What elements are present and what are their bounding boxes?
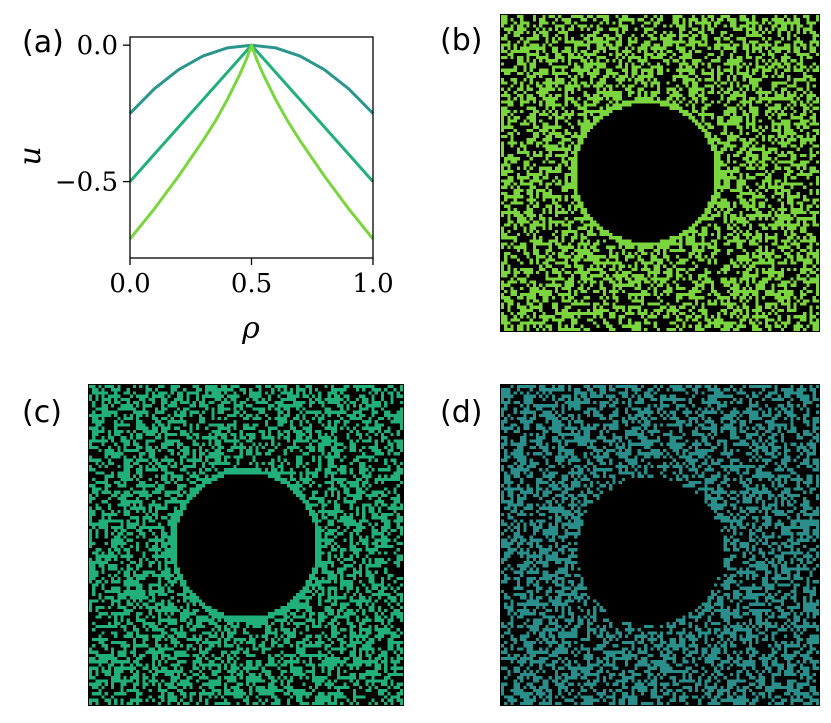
chart-a-xlabel: ρ <box>241 311 260 346</box>
chart-a-xtick-label: 0.0 <box>109 269 150 299</box>
lattice-panel-d <box>500 384 820 706</box>
panel-label-c: (c) <box>22 395 62 430</box>
lattice-panel-b <box>500 14 820 332</box>
chart-a-series-line-3 <box>128 43 375 240</box>
panel-label-a: (a) <box>22 25 64 60</box>
chart-a-frame <box>129 36 374 259</box>
chart-a-ytick-label: −0.5 <box>55 168 118 198</box>
chart-a-xtick-label: 0.5 <box>231 269 272 299</box>
chart-a-series-group <box>128 43 375 240</box>
panel-label-b: (b) <box>440 23 483 58</box>
lattice-panel-c <box>88 384 404 706</box>
chart-a-ticks: 0.0 0.5 1.0 0.0 −0.5 <box>55 31 394 299</box>
chart-a-xtick-label: 1.0 <box>352 269 393 299</box>
chart-a-series-line-2 <box>128 43 375 183</box>
chart-a-ylabel: u <box>13 146 48 165</box>
line-chart-a: 0.0 0.5 1.0 0.0 −0.5 ρ u <box>13 31 394 346</box>
panel-label-d: (d) <box>440 395 483 430</box>
chart-a-series-line-1 <box>128 43 375 115</box>
chart-a-ytick-label: 0.0 <box>77 31 118 61</box>
